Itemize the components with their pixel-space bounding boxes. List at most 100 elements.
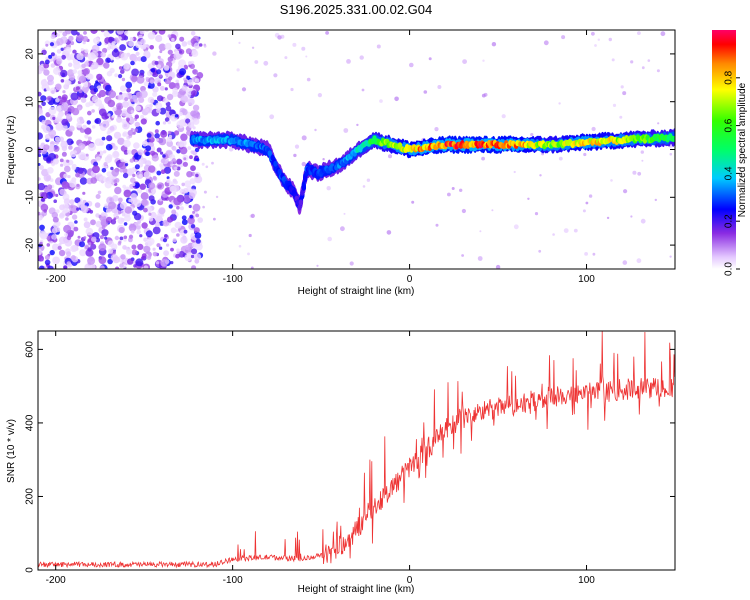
noise-blob <box>194 78 200 83</box>
noise-blob <box>43 144 50 151</box>
noise-blob <box>148 182 156 190</box>
noise-blob <box>179 206 184 211</box>
noise-blob <box>113 48 119 53</box>
x-tick-label: -200 <box>46 274 66 285</box>
colorbar: 0.0 0.2 0.4 0.6 0.8 Normalized spectral ampl… <box>712 30 748 276</box>
noise-blob <box>83 221 91 229</box>
noise-blob <box>583 152 587 157</box>
noise-blob <box>71 30 78 36</box>
noise-blob <box>170 247 174 252</box>
snr-frame <box>37 330 676 571</box>
noise-blob <box>157 184 162 189</box>
noise-blob <box>118 226 125 234</box>
noise-blob <box>477 256 483 261</box>
noise-blob <box>152 91 158 97</box>
noise-blob <box>192 104 200 112</box>
noise-blob <box>105 165 109 169</box>
noise-blob <box>171 145 177 151</box>
noise-blob <box>284 56 288 60</box>
noise-blob <box>168 134 173 139</box>
noise-blob <box>176 158 183 165</box>
noise-blob <box>202 205 205 209</box>
noise-blob <box>588 194 593 198</box>
noise-blob <box>197 217 203 223</box>
noise-blob <box>641 66 645 70</box>
noise-blob <box>181 182 185 187</box>
noise-blob <box>192 110 200 119</box>
noise-blob <box>160 151 164 155</box>
noise-blob <box>60 163 64 167</box>
noise-blob <box>85 248 94 257</box>
noise-blob <box>38 153 42 157</box>
noise-blob <box>174 130 180 136</box>
noise-blob <box>53 145 60 152</box>
noise-blob <box>190 254 195 259</box>
noise-blob <box>637 31 641 35</box>
noise-blob <box>228 146 234 152</box>
noise-blob <box>205 165 209 169</box>
noise-blob <box>43 69 50 76</box>
noise-blob <box>156 95 164 102</box>
snr-y-label: SNR (10 * v/v) <box>6 419 17 483</box>
noise-blob <box>462 59 467 64</box>
noise-blob <box>166 140 173 147</box>
noise-blob <box>292 42 297 47</box>
noise-blob <box>356 123 359 127</box>
noise-blob <box>322 158 325 161</box>
noise-blob <box>192 118 200 125</box>
noise-blob <box>162 238 168 243</box>
noise-blob <box>241 87 247 92</box>
noise-blob <box>154 129 159 134</box>
noise-blob <box>273 73 278 78</box>
noise-blob <box>184 244 190 251</box>
noise-blob <box>114 73 119 78</box>
noise-blob <box>167 120 171 125</box>
noise-blob <box>136 75 145 84</box>
noise-blob <box>247 252 250 256</box>
noise-blob <box>77 235 81 239</box>
ridge-cell <box>300 189 305 196</box>
noise-blob <box>612 103 617 107</box>
noise-blob <box>68 125 75 132</box>
noise-blob <box>70 41 75 46</box>
noise-blob <box>143 50 151 58</box>
noise-blob <box>107 258 113 265</box>
noise-blob <box>84 134 89 139</box>
noise-blob <box>198 43 203 47</box>
noise-blob <box>558 102 561 105</box>
y-tick-label: 20 <box>25 48 36 60</box>
noise-blob <box>117 217 125 224</box>
noise-blob <box>53 199 57 203</box>
noise-blob <box>63 198 71 205</box>
noise-blob <box>64 232 68 237</box>
noise-blob <box>81 63 86 69</box>
noise-blob <box>164 87 168 91</box>
ridge-cell <box>267 150 272 157</box>
noise-blob <box>189 63 195 69</box>
noise-blob <box>123 139 131 148</box>
noise-blob <box>215 195 219 199</box>
noise-blob <box>101 120 110 128</box>
noise-blob <box>93 161 99 167</box>
noise-blob <box>80 97 87 103</box>
noise-blob <box>152 86 159 93</box>
noise-blob <box>145 151 150 157</box>
noise-blob <box>346 59 351 64</box>
noise-blob <box>116 116 123 123</box>
noise-blob <box>59 158 64 163</box>
noise-blob <box>191 248 198 255</box>
colorbar-gradient <box>712 30 736 269</box>
noise-blob <box>176 149 181 154</box>
noise-blob <box>126 87 131 93</box>
noise-blob <box>125 163 129 167</box>
noise-blob <box>118 74 123 79</box>
noise-blob <box>117 94 124 100</box>
spectrogram-x-ticks: -200 -100 0 100 <box>46 30 595 285</box>
noise-blob <box>189 155 193 160</box>
noise-blob <box>77 167 84 174</box>
snr-y-ticks: 0 200 400 600 <box>25 341 675 573</box>
noise-blob <box>343 212 346 215</box>
noise-blob <box>513 170 516 174</box>
noise-blob <box>105 57 111 64</box>
noise-blob <box>54 118 60 124</box>
